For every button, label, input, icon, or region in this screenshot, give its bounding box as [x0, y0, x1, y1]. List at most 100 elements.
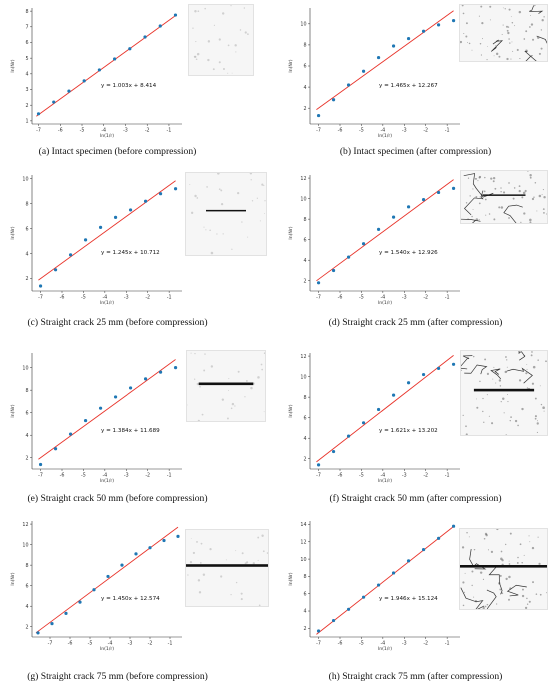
fracture-line [486, 589, 497, 609]
data-point [36, 112, 41, 116]
x-axis-label: ln(1/r) [378, 646, 392, 652]
texture-speck [187, 574, 189, 576]
x-tick-label: -6 [338, 473, 343, 479]
y-axis-label: ln(Nr) [288, 226, 294, 239]
texture-speck [490, 550, 494, 554]
texture-speck [537, 420, 538, 422]
texture-speck [256, 197, 258, 199]
fit-equation: y = 1.540x + 12.926 [379, 250, 438, 256]
y-tick-label: 4 [25, 433, 28, 439]
data-point [128, 47, 132, 51]
texture-speck [526, 387, 529, 389]
texture-speck [482, 578, 485, 580]
texture-speck [526, 603, 529, 605]
y-tick-label: 12 [22, 522, 28, 528]
texture-speck [537, 536, 539, 538]
specimen-image [185, 529, 269, 607]
texture-speck [237, 370, 240, 373]
texture-speck [194, 378, 196, 380]
texture-speck [462, 12, 465, 15]
texture-speck [531, 546, 535, 550]
texture-speck [541, 194, 543, 196]
panel-caption: (b) Intact specimen (after compression) [339, 146, 492, 157]
texture-speck [535, 593, 538, 595]
data-point [376, 407, 381, 412]
texture-speck [529, 26, 531, 28]
fracture-line [488, 565, 503, 595]
x-tick-label: -1 [167, 473, 172, 479]
x-tick-label: -1 [167, 295, 172, 301]
data-point [113, 395, 118, 399]
panel-e: -7 -6 -5 -4 -3 -2 -1 2 4 6 8 10 ln(1/r) ln(Nr) y = 1.3… [0, 345, 275, 517]
texture-speck [195, 58, 198, 61]
data-point [331, 98, 336, 102]
texture-speck [472, 355, 475, 358]
pre-crack [473, 388, 535, 392]
texture-speck [543, 410, 545, 412]
texture-speck [483, 421, 485, 423]
data-point [36, 631, 40, 635]
texture-speck [247, 236, 249, 238]
y-tick-label: 8 [25, 563, 28, 569]
texture-speck [529, 176, 532, 179]
texture-speck [506, 57, 509, 61]
texture-speck [500, 557, 503, 561]
texture-speck [264, 200, 266, 202]
texture-speck [495, 45, 497, 47]
data-point [143, 35, 147, 39]
data-point [391, 44, 396, 48]
x-tick-label: -1 [167, 128, 172, 134]
x-tick-label: -2 [145, 295, 150, 301]
texture-speck [503, 412, 505, 414]
texture-speck [529, 221, 532, 223]
texture-speck [227, 44, 230, 47]
texture-speck [526, 364, 528, 366]
texture-speck [204, 7, 206, 10]
texture-speck [529, 174, 532, 177]
texture-speck [206, 186, 208, 188]
texture-speck [197, 54, 199, 56]
scatter-plot: -7 -6 -5 -4 -3 -2 -1 2 4 6 8 10 12 ln(1/r) ln(Nr) y = 1… [288, 353, 460, 484]
x-tick-label: -2 [145, 473, 150, 479]
texture-speck [263, 213, 265, 214]
texture-speck [234, 44, 237, 47]
texture-speck [532, 38, 535, 41]
fracture-line [490, 39, 504, 52]
texture-speck [543, 196, 546, 199]
fracture-line [463, 173, 494, 198]
texture-speck [486, 603, 489, 606]
texture-speck [534, 5, 536, 7]
texture-speck [505, 433, 507, 435]
texture-speck [518, 185, 521, 188]
data-point [97, 68, 101, 72]
y-tick-label: 4 [303, 609, 306, 615]
data-point [406, 559, 411, 563]
data-point [113, 57, 117, 61]
y-tick-label: 12 [300, 176, 306, 182]
x-tick-label: -7 [38, 295, 43, 301]
texture-speck [196, 540, 198, 543]
texture-speck [212, 68, 215, 71]
y-tick-label: 6 [303, 415, 306, 421]
specimen-texture [187, 352, 265, 421]
texture-speck [207, 40, 211, 43]
texture-speck [522, 588, 524, 591]
data-point [316, 113, 321, 118]
texture-speck [187, 404, 188, 406]
x-tick-label: -6 [60, 473, 65, 479]
data-point [158, 24, 162, 28]
texture-speck [529, 541, 531, 543]
fracture-line [503, 204, 523, 223]
data-point [158, 370, 163, 374]
data-point [421, 547, 426, 552]
texture-speck [244, 396, 246, 398]
x-tick-label: -2 [423, 128, 428, 134]
texture-speck [507, 31, 510, 35]
specimen-image [188, 4, 254, 76]
texture-speck [534, 181, 537, 184]
y-tick-label: 2 [303, 106, 306, 112]
texture-speck [514, 419, 518, 423]
texture-speck [538, 52, 541, 55]
specimen-texture [189, 173, 266, 255]
data-point [361, 421, 366, 425]
